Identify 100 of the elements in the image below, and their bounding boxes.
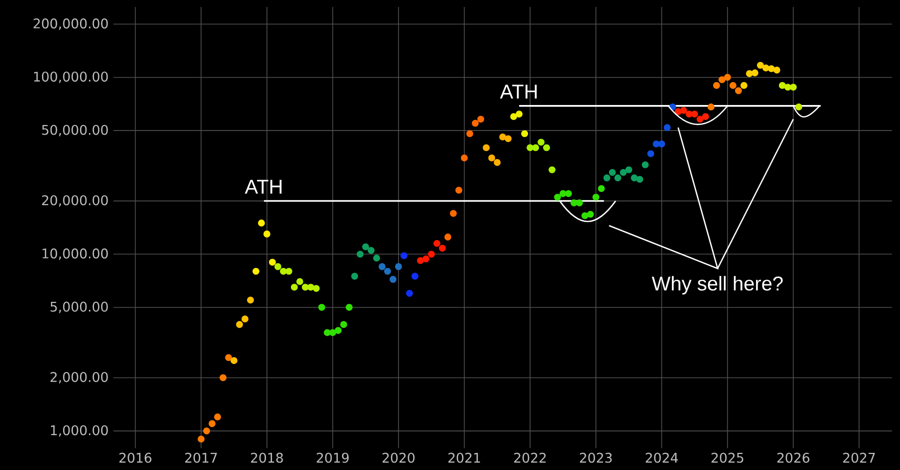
x-tick-label: 2025 (712, 452, 744, 463)
point (554, 194, 561, 201)
point (412, 272, 418, 280)
point (482, 144, 490, 152)
y-tick-label: 200,000.00 (34, 18, 108, 30)
point (290, 284, 298, 291)
point (543, 144, 550, 152)
point (740, 82, 748, 89)
point (784, 84, 792, 91)
point (450, 210, 457, 217)
annotation: Why sell here? (652, 276, 783, 295)
point (384, 268, 391, 275)
y-tick-label: 2,000.00 (50, 372, 108, 384)
point (548, 166, 556, 174)
point (532, 144, 540, 152)
point (778, 82, 786, 89)
point (438, 244, 446, 252)
point (565, 190, 572, 198)
point (230, 357, 238, 364)
x-tick-label: 2027 (843, 452, 875, 463)
point (680, 106, 688, 114)
point (285, 268, 292, 275)
point (576, 199, 583, 206)
point (351, 272, 358, 280)
point (274, 263, 282, 270)
point (236, 321, 243, 328)
point (472, 120, 479, 127)
point (702, 113, 710, 120)
point (340, 321, 348, 328)
point (691, 110, 698, 118)
point (795, 104, 802, 110)
point (521, 130, 528, 138)
point (625, 166, 632, 174)
point (324, 329, 331, 336)
point (247, 296, 254, 304)
point (708, 104, 714, 110)
point (636, 176, 644, 183)
x-tick-label: 2021 (448, 452, 480, 463)
point (373, 254, 380, 262)
point (307, 284, 314, 291)
point (268, 258, 276, 266)
point (198, 436, 205, 442)
annotation: ATH (500, 84, 537, 98)
point (773, 66, 780, 74)
point (466, 130, 474, 138)
point (756, 62, 764, 69)
point (296, 278, 304, 285)
point (586, 210, 594, 218)
x-tick-label: 2026 (777, 452, 810, 463)
point (735, 87, 742, 94)
point (400, 252, 408, 260)
point (220, 374, 226, 382)
point (620, 168, 627, 176)
point (263, 230, 270, 238)
point (768, 65, 775, 72)
y-tick-label: 100,000.00 (34, 72, 108, 84)
point (346, 304, 353, 311)
point (647, 150, 654, 158)
point (312, 284, 320, 292)
point (433, 240, 440, 247)
point (603, 174, 610, 182)
point (455, 186, 462, 194)
point (499, 134, 506, 140)
point (630, 174, 638, 182)
point (658, 140, 666, 148)
point (592, 194, 600, 201)
point (488, 154, 496, 162)
y-tick-label: 1,000.00 (50, 425, 108, 437)
point (258, 220, 265, 226)
point (746, 70, 753, 78)
x-tick-label: 2016 (119, 452, 152, 463)
point (477, 116, 484, 123)
point (252, 268, 260, 275)
point (356, 250, 364, 258)
point (208, 420, 216, 428)
point (368, 246, 375, 254)
annotation: ATH (244, 180, 282, 194)
point (598, 185, 605, 192)
point (614, 174, 622, 182)
x-tick-label: 2018 (250, 452, 283, 463)
point (390, 276, 396, 283)
x-tick-label: 2022 (514, 452, 546, 463)
point (608, 168, 616, 176)
point (444, 234, 452, 240)
point (718, 76, 726, 84)
x-tick-label: 2023 (580, 452, 612, 463)
point (538, 138, 545, 146)
point (696, 116, 704, 123)
x-tick-label: 2020 (382, 452, 415, 463)
point (516, 110, 523, 118)
point (203, 427, 210, 434)
point (751, 69, 758, 76)
point (362, 243, 370, 250)
point (664, 124, 671, 132)
point (790, 84, 797, 91)
point (460, 154, 468, 162)
point (406, 290, 413, 297)
point (214, 413, 222, 420)
point (334, 327, 342, 334)
point (378, 263, 386, 270)
